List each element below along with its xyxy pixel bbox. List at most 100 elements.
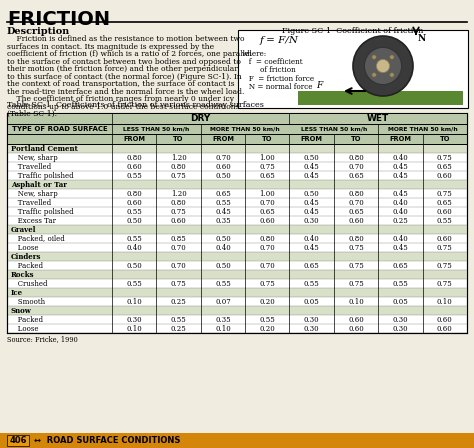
Text: TO: TO — [262, 136, 273, 142]
Text: 0.40: 0.40 — [392, 207, 408, 215]
Text: New, sharp: New, sharp — [11, 190, 58, 198]
Text: 0.80: 0.80 — [348, 190, 364, 198]
Text: Traffic polished: Traffic polished — [11, 207, 73, 215]
Bar — [7, 113, 467, 144]
Text: Excess Tar: Excess Tar — [11, 216, 56, 224]
Text: 0.10: 0.10 — [348, 297, 364, 306]
Text: 0.45: 0.45 — [304, 198, 319, 207]
Text: 0.55: 0.55 — [126, 172, 142, 180]
Text: 0.75: 0.75 — [259, 163, 275, 171]
Text: 0.25: 0.25 — [392, 216, 408, 224]
Text: Packed: Packed — [11, 315, 43, 323]
Text: 0.75: 0.75 — [348, 280, 364, 288]
Text: N: N — [418, 34, 426, 43]
Text: 0.65: 0.65 — [304, 262, 319, 270]
Text: TO: TO — [439, 136, 450, 142]
Text: 0.65: 0.65 — [392, 262, 408, 270]
Text: 0.80: 0.80 — [126, 190, 142, 198]
Text: 0.50: 0.50 — [215, 234, 231, 242]
Text: f = F/N: f = F/N — [260, 36, 299, 45]
Text: 0.70: 0.70 — [348, 163, 364, 171]
Text: 0.65: 0.65 — [348, 172, 364, 180]
Text: 0.70: 0.70 — [259, 198, 275, 207]
Text: 0.75: 0.75 — [437, 280, 453, 288]
Text: LESS THAN 50 km/h: LESS THAN 50 km/h — [123, 126, 190, 132]
Bar — [298, 91, 463, 105]
Text: TYPE OF ROAD SURFACE: TYPE OF ROAD SURFACE — [12, 125, 108, 132]
Text: 0.40: 0.40 — [392, 154, 408, 161]
Text: 0.45: 0.45 — [304, 172, 319, 180]
Text: Travelled: Travelled — [11, 163, 51, 171]
Text: Travelled: Travelled — [11, 198, 51, 207]
Text: 0.75: 0.75 — [437, 262, 453, 270]
Text: 0.60: 0.60 — [215, 163, 231, 171]
Text: 0.55: 0.55 — [304, 280, 319, 288]
Text: Crushed: Crushed — [11, 280, 47, 288]
Text: 0.55: 0.55 — [437, 216, 453, 224]
Text: LESS THAN 50 km/h: LESS THAN 50 km/h — [301, 126, 367, 132]
Text: FROM: FROM — [390, 136, 411, 142]
Text: 0.30: 0.30 — [304, 216, 319, 224]
Text: 0.75: 0.75 — [437, 190, 453, 198]
Text: 1.20: 1.20 — [171, 190, 186, 198]
Text: 0.35: 0.35 — [215, 315, 231, 323]
Text: 0.75: 0.75 — [171, 172, 186, 180]
Text: 0.70: 0.70 — [259, 244, 275, 251]
Text: 0.60: 0.60 — [437, 315, 453, 323]
Text: 0.50: 0.50 — [215, 262, 231, 270]
Text: 0.30: 0.30 — [392, 315, 408, 323]
Text: 0.20: 0.20 — [259, 324, 275, 332]
Text: Cinders: Cinders — [11, 253, 41, 260]
Text: 0.75: 0.75 — [348, 244, 364, 251]
Text: 0.30: 0.30 — [127, 315, 142, 323]
Text: surfaces in contact. Its magnitude is expressed by the: surfaces in contact. Its magnitude is ex… — [7, 43, 214, 51]
Text: 0.65: 0.65 — [259, 207, 275, 215]
Text: 0.75: 0.75 — [171, 207, 186, 215]
Text: 0.05: 0.05 — [392, 297, 408, 306]
Text: N = normal force: N = normal force — [242, 83, 312, 91]
Text: 0.85: 0.85 — [171, 234, 186, 242]
Text: 0.07: 0.07 — [215, 297, 231, 306]
Text: 0.55: 0.55 — [126, 280, 142, 288]
Text: 0.20: 0.20 — [259, 297, 275, 306]
Text: 0.60: 0.60 — [348, 324, 364, 332]
Text: 0.75: 0.75 — [259, 280, 275, 288]
Text: 0.60: 0.60 — [437, 172, 453, 180]
Text: 0.70: 0.70 — [259, 262, 275, 270]
Text: 406: 406 — [9, 436, 27, 445]
Text: 0.05: 0.05 — [304, 297, 319, 306]
Text: 0.65: 0.65 — [437, 163, 453, 171]
Text: 0.10: 0.10 — [126, 297, 142, 306]
Text: 0.65: 0.65 — [437, 198, 453, 207]
Text: 0.10: 0.10 — [126, 324, 142, 332]
Text: 0.40: 0.40 — [392, 198, 408, 207]
Text: F  = friction force: F = friction force — [242, 75, 314, 82]
Text: FROM: FROM — [123, 136, 145, 142]
Text: 0.80: 0.80 — [126, 154, 142, 161]
Text: 0.25: 0.25 — [171, 324, 186, 332]
Text: 0.60: 0.60 — [437, 324, 453, 332]
Text: conditions up to above 1.0 under the best surface conditions: conditions up to above 1.0 under the bes… — [7, 103, 239, 111]
Text: Rocks: Rocks — [11, 271, 35, 279]
Bar — [7, 225, 467, 234]
Text: New, sharp: New, sharp — [11, 154, 58, 161]
Text: 0.45: 0.45 — [392, 244, 408, 251]
Circle shape — [372, 55, 376, 59]
Text: FRICTION: FRICTION — [7, 10, 110, 29]
Text: 0.60: 0.60 — [126, 198, 142, 207]
Text: the context of road transportation, the surface of contact is: the context of road transportation, the … — [7, 80, 235, 88]
Text: 0.45: 0.45 — [392, 190, 408, 198]
Text: 0.35: 0.35 — [215, 216, 231, 224]
Text: 0.70: 0.70 — [171, 262, 186, 270]
Text: 0.30: 0.30 — [304, 324, 319, 332]
Circle shape — [353, 36, 413, 96]
Text: Table SC-1  Coefficients of friction of various roadway surfaces: Table SC-1 Coefficients of friction of v… — [7, 101, 264, 109]
Text: 0.55: 0.55 — [215, 198, 231, 207]
Text: 0.70: 0.70 — [215, 154, 231, 161]
Text: Packed, oiled: Packed, oiled — [11, 234, 65, 242]
Text: 0.45: 0.45 — [392, 163, 408, 171]
Text: 0.80: 0.80 — [348, 234, 364, 242]
Text: TO: TO — [173, 136, 184, 142]
Text: 0.65: 0.65 — [348, 207, 364, 215]
Text: f  = coefficient: f = coefficient — [242, 58, 302, 66]
